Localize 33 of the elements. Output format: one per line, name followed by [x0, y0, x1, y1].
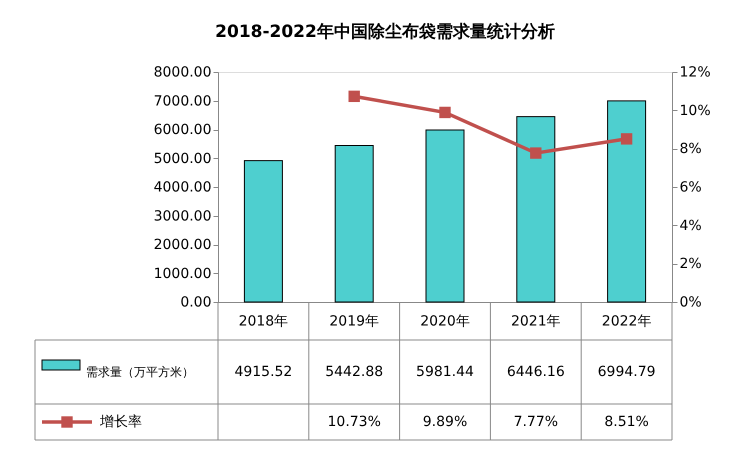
y-tick-label: 4000.00 [154, 180, 212, 196]
data-label: 4915.52 [234, 364, 292, 380]
y2-tick-label: 0% [680, 294, 702, 310]
y-tick-label: 7000.00 [154, 93, 212, 110]
y-tick-label: 3000.00 [154, 208, 212, 224]
data-label: 9.89% [422, 414, 468, 430]
data-label: 7.77% [514, 414, 558, 430]
y2-tick-label: 10% [680, 102, 711, 119]
data-label: 6446.16 [506, 364, 565, 380]
data-label: 8.51% [604, 414, 649, 430]
legend-label: 增长率 [99, 414, 142, 430]
y-tick-label: 8000.00 [154, 64, 212, 80]
data-label: 5442.88 [325, 364, 384, 380]
data-label: 6994.79 [598, 364, 656, 380]
y2-tick-label: 2% [680, 256, 702, 272]
y-tick-label: 0.00 [180, 294, 212, 310]
x-tick-label: 2019年 [329, 314, 380, 330]
y2-tick-label: 8% [680, 141, 702, 158]
y2-tick-label: 6% [680, 180, 702, 196]
data-label: 5981.44 [416, 364, 474, 380]
y-tick-label: 2000.00 [154, 237, 212, 253]
x-tick-label: 2021年 [510, 314, 561, 330]
x-tick-label: 2018年 [238, 314, 288, 330]
chart-title: 2018-2022年中国除尘布袋需求量统计分析 [215, 22, 555, 42]
y2-tick-label: 12% [680, 64, 711, 80]
x-tick-label: 2020年 [420, 314, 470, 330]
y-tick-label: 6000.00 [154, 122, 212, 138]
y2-tick-label: 4% [680, 218, 702, 234]
data-label: 10.73% [328, 414, 381, 430]
legend-label: 需求量（万平方米） [86, 365, 194, 379]
y-tick-label: 5000.00 [154, 150, 212, 167]
y-tick-label: 1000.00 [154, 266, 212, 282]
x-tick-label: 2022年 [602, 314, 652, 330]
